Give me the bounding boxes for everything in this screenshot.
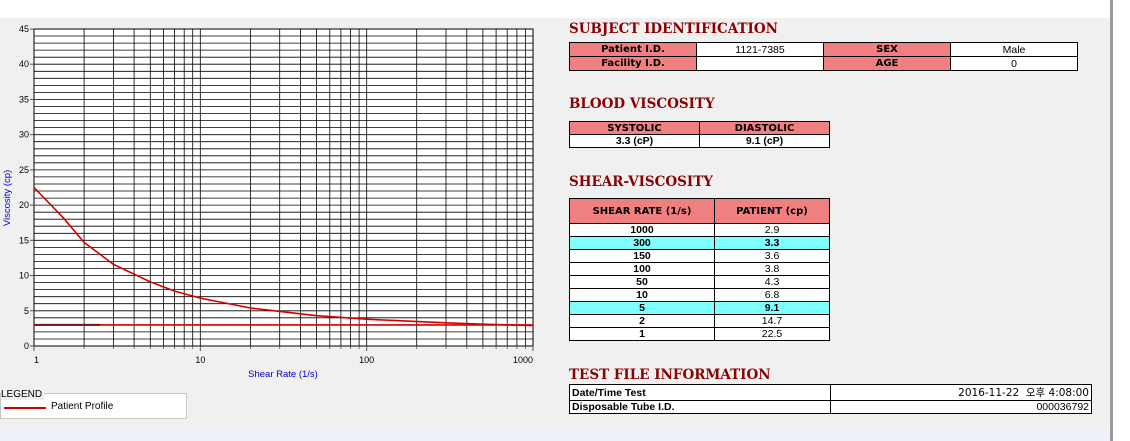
shear-rate-cell: 10 bbox=[569, 288, 715, 302]
shear-rate-cell: 1000 bbox=[569, 223, 715, 237]
sex-value: Male bbox=[950, 42, 1078, 57]
y-tick-label: 25 bbox=[19, 165, 29, 175]
facility-id-value bbox=[696, 56, 824, 71]
legend-title: LEGEND bbox=[1, 389, 45, 400]
shear-rate-header: SHEAR RATE (1/s) bbox=[569, 198, 715, 224]
patient-value-cell: 3.6 bbox=[714, 249, 830, 263]
series-layer bbox=[33, 186, 534, 327]
age-label: AGE bbox=[823, 56, 951, 71]
y-tick-label: 20 bbox=[19, 200, 29, 210]
top-band bbox=[0, 0, 1130, 18]
test-file-information-table: Date/Time Test 2016-11-22 오후 4:08:00 Dis… bbox=[569, 384, 1092, 414]
blood-viscosity-title: BLOOD VISCOSITY bbox=[569, 96, 715, 112]
table-row: 1000 2.9 bbox=[569, 223, 830, 237]
shear-viscosity-title: SHEAR-VISCOSITY bbox=[569, 174, 713, 190]
x-axis-label: Shear Rate (1/s) bbox=[248, 369, 318, 380]
table-row: 100 3.8 bbox=[569, 262, 830, 276]
table-row: 150 3.6 bbox=[569, 249, 830, 263]
datetime-test-value: 2016-11-22 오후 4:08:00 bbox=[830, 384, 1092, 401]
shear-rate-cell: 100 bbox=[569, 262, 715, 276]
y-tick-label: 45 bbox=[19, 24, 29, 34]
facility-id-label: Facility I.D. bbox=[569, 56, 697, 71]
patient-value-cell: 3.8 bbox=[714, 262, 830, 276]
shear-rate-cell: 150 bbox=[569, 249, 715, 263]
chart-legend: LEGEND Patient Profile bbox=[0, 389, 187, 419]
test-file-information-title: TEST FILE INFORMATION bbox=[569, 367, 771, 383]
y-tick-label: 0 bbox=[24, 341, 29, 351]
systolic-label: SYSTOLIC bbox=[569, 121, 700, 135]
x-tick-label: 10 bbox=[195, 355, 205, 365]
table-row-highlighted: 5 9.1 bbox=[569, 301, 830, 315]
shear-rate-cell: 300 bbox=[569, 236, 715, 250]
legend-swatch-patient-profile bbox=[4, 407, 46, 409]
systolic-value: 3.3 (cP) bbox=[569, 134, 700, 148]
patient-value-cell: 3.3 bbox=[714, 236, 830, 250]
diastolic-value: 9.1 (cP) bbox=[699, 134, 830, 148]
shear-rate-cell: 1 bbox=[569, 327, 715, 341]
y-tick-label: 5 bbox=[24, 306, 29, 316]
table-row: 1 22.5 bbox=[569, 327, 830, 341]
plot-area bbox=[33, 28, 534, 347]
y-axis-ticks: 0 5 10 15 20 25 30 35 40 45 bbox=[19, 24, 34, 351]
y-tick-label: 10 bbox=[19, 271, 29, 281]
patient-value-cell: 4.3 bbox=[714, 275, 830, 289]
patient-id-label: Patient I.D. bbox=[569, 42, 697, 57]
window-right-edge bbox=[1110, 0, 1113, 441]
datetime-test-label: Date/Time Test bbox=[569, 384, 831, 401]
x-tick-label: 1000 bbox=[513, 355, 533, 365]
patient-cp-header: PATIENT (cp) bbox=[714, 198, 830, 224]
disposable-tube-id-label: Disposable Tube I.D. bbox=[569, 400, 831, 414]
bottom-band bbox=[0, 428, 1130, 441]
age-value: 0 bbox=[950, 56, 1078, 71]
table-row: 50 4.3 bbox=[569, 275, 830, 289]
patient-value-cell: 6.8 bbox=[714, 288, 830, 302]
x-tick-label: 1 bbox=[34, 355, 39, 365]
patient-id-value: 1121-7385 bbox=[696, 42, 824, 57]
patient-profile-curve bbox=[33, 186, 534, 327]
blood-viscosity-table: SYSTOLIC DIASTOLIC 3.3 (cP) 9.1 (cP) bbox=[569, 121, 830, 148]
shear-viscosity-table: SHEAR RATE (1/s) PATIENT (cp) 1000 2.9 3… bbox=[569, 198, 830, 341]
viscosity-chart: 0 5 10 15 20 25 30 35 40 45 1 10 100 1000 Shear Rate… bbox=[2, 24, 534, 380]
y-tick-label: 35 bbox=[19, 94, 29, 104]
window-right-margin bbox=[1113, 0, 1130, 441]
y-axis-label: Viscosity (cp) bbox=[2, 170, 13, 226]
patient-value-cell: 9.1 bbox=[714, 301, 830, 315]
x-axis-ticks: 1 10 100 1000 bbox=[33, 346, 534, 365]
disposable-tube-id-value: 000036792 bbox=[830, 400, 1092, 414]
y-tick-label: 40 bbox=[19, 59, 29, 69]
subject-identification-title: SUBJECT IDENTIFICATION bbox=[569, 21, 778, 37]
table-row: 10 6.8 bbox=[569, 288, 830, 302]
y-tick-label: 30 bbox=[19, 130, 29, 140]
patient-value-cell: 2.9 bbox=[714, 223, 830, 237]
table-row: 2 14.7 bbox=[569, 314, 830, 328]
y-tick-label: 15 bbox=[19, 235, 29, 245]
legend-label-patient-profile: Patient Profile bbox=[51, 401, 114, 412]
vertical-gridlines bbox=[83, 29, 526, 346]
patient-value-cell: 22.5 bbox=[714, 327, 830, 341]
shear-rate-cell: 50 bbox=[569, 275, 715, 289]
table-row-highlighted: 300 3.3 bbox=[569, 236, 830, 250]
sex-label: SEX bbox=[823, 42, 951, 57]
diastolic-label: DIASTOLIC bbox=[699, 121, 830, 135]
x-tick-label: 100 bbox=[359, 355, 374, 365]
subject-identification-table: Patient I.D. 1121-7385 SEX Male Facility… bbox=[569, 42, 1078, 71]
patient-value-cell: 14.7 bbox=[714, 314, 830, 328]
shear-rate-cell: 5 bbox=[569, 301, 715, 315]
shear-rate-cell: 2 bbox=[569, 314, 715, 328]
